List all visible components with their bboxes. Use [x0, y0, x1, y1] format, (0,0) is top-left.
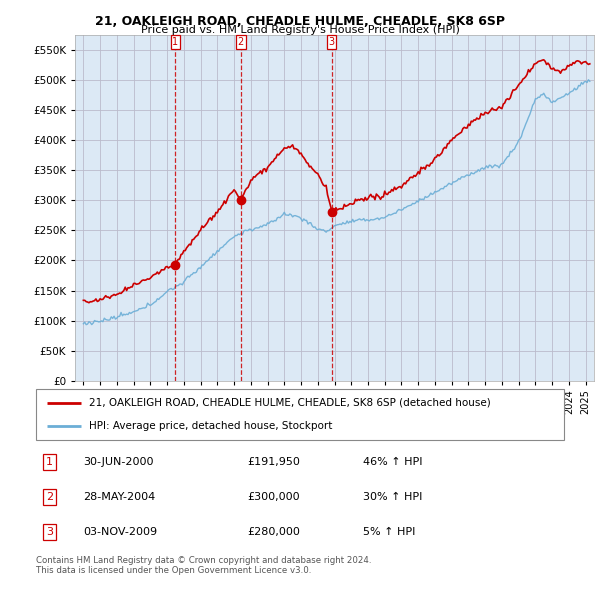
Text: 3: 3 [329, 37, 335, 47]
Text: 2: 2 [238, 37, 244, 47]
Text: 1: 1 [172, 37, 179, 47]
Text: £280,000: £280,000 [247, 527, 300, 537]
Text: 21, OAKLEIGH ROAD, CHEADLE HULME, CHEADLE, SK8 6SP: 21, OAKLEIGH ROAD, CHEADLE HULME, CHEADL… [95, 15, 505, 28]
Text: Price paid vs. HM Land Registry's House Price Index (HPI): Price paid vs. HM Land Registry's House … [140, 25, 460, 35]
Text: HPI: Average price, detached house, Stockport: HPI: Average price, detached house, Stoc… [89, 421, 332, 431]
Text: 21, OAKLEIGH ROAD, CHEADLE HULME, CHEADLE, SK8 6SP (detached house): 21, OAKLEIGH ROAD, CHEADLE HULME, CHEADL… [89, 398, 491, 408]
Text: 1: 1 [46, 457, 53, 467]
Text: 2: 2 [46, 492, 53, 502]
Text: £300,000: £300,000 [247, 492, 300, 502]
Text: 30-JUN-2000: 30-JUN-2000 [83, 457, 154, 467]
Text: £191,950: £191,950 [247, 457, 300, 467]
Text: 5% ↑ HPI: 5% ↑ HPI [364, 527, 416, 537]
Text: 3: 3 [46, 527, 53, 537]
FancyBboxPatch shape [36, 389, 564, 440]
Text: 03-NOV-2009: 03-NOV-2009 [83, 527, 158, 537]
Text: Contains HM Land Registry data © Crown copyright and database right 2024.
This d: Contains HM Land Registry data © Crown c… [36, 556, 371, 575]
Text: 30% ↑ HPI: 30% ↑ HPI [364, 492, 423, 502]
Text: 46% ↑ HPI: 46% ↑ HPI [364, 457, 423, 467]
Text: 28-MAY-2004: 28-MAY-2004 [83, 492, 156, 502]
